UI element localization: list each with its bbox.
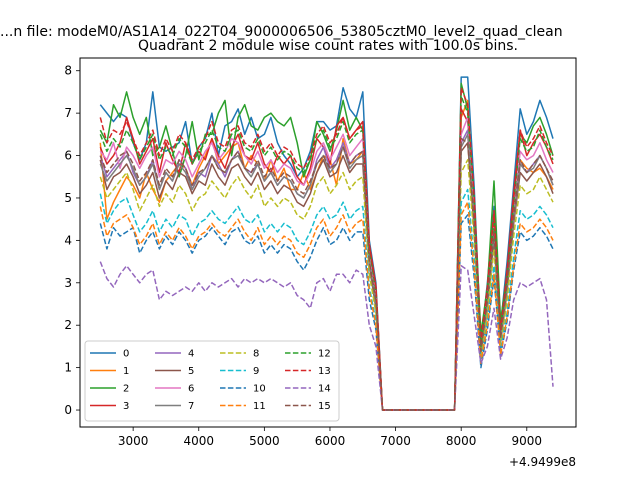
- legend-label-7: 7: [188, 401, 194, 412]
- y-tick-label: 6: [64, 149, 72, 163]
- y-tick-label: 4: [64, 233, 72, 247]
- legend-label-3: 3: [123, 401, 129, 412]
- series-line-11: [99, 201, 554, 411]
- x-tick-label: 8000: [446, 434, 477, 448]
- series-line-9: [99, 188, 554, 411]
- legend-label-15: 15: [318, 401, 331, 412]
- legend-label-4: 4: [188, 349, 194, 360]
- series-line-15: [99, 137, 554, 411]
- y-tick-label: 0: [64, 403, 72, 417]
- x-axis-ticks: 3000 4000 5000 6000 7000 8000 9000: [118, 427, 542, 448]
- x-offset-text: +4.9499e8: [509, 455, 576, 469]
- x-tick-label: 6000: [315, 434, 346, 448]
- legend-label-8: 8: [253, 349, 259, 360]
- series-line-12: [99, 95, 554, 411]
- legend-label-12: 12: [318, 349, 331, 360]
- figure-suptitle: ...n file: modeM0/AS1A14_022T04_90000065…: [0, 24, 563, 40]
- y-tick-label: 7: [64, 106, 72, 120]
- x-tick-label: 7000: [380, 434, 411, 448]
- x-tick-label: 3000: [118, 434, 149, 448]
- y-tick-label: 3: [64, 276, 72, 290]
- legend-label-5: 5: [188, 366, 194, 377]
- x-tick-label: 5000: [249, 434, 280, 448]
- x-tick-label: 9000: [512, 434, 543, 448]
- y-axis-ticks: 0 1 2 3 4 5 6 7 8: [64, 64, 80, 417]
- legend-label-9: 9: [253, 366, 259, 377]
- series-line-8: [99, 159, 554, 411]
- legend-label-0: 0: [123, 349, 129, 360]
- legend-label-10: 10: [253, 384, 266, 395]
- series-layer: [99, 76, 554, 411]
- legend-label-2: 2: [123, 384, 129, 395]
- legend-label-1: 1: [123, 366, 129, 377]
- x-tick-label: 4000: [183, 434, 214, 448]
- legend-label-14: 14: [318, 384, 331, 395]
- series-line-14: [99, 261, 554, 411]
- y-tick-label: 5: [64, 191, 72, 205]
- y-tick-label: 2: [64, 318, 72, 332]
- legend-box: [84, 340, 340, 422]
- chart-title: Quadrant 2 module wise count rates with …: [138, 38, 518, 54]
- y-tick-label: 1: [64, 361, 72, 375]
- y-tick-label: 8: [64, 64, 72, 78]
- legend-label-13: 13: [318, 366, 331, 377]
- series-line-13: [99, 86, 554, 411]
- legend-label-11: 11: [253, 401, 266, 412]
- plot-frame: [79, 57, 577, 428]
- legend-label-6: 6: [188, 384, 194, 395]
